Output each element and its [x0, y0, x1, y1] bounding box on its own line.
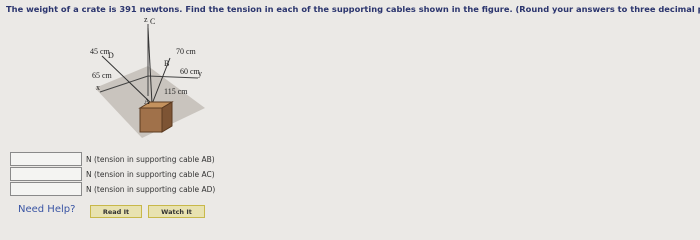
answer-row: N (tension in supporting cable AB)	[10, 152, 215, 166]
answer-input[interactable]	[10, 152, 82, 166]
answer-row: N (tension in supporting cable AD)	[10, 182, 215, 196]
figure: 45 cm D C z 70 cm B 60 cm 65 cm x y 115 …	[90, 16, 205, 138]
figure-label: C	[150, 17, 155, 26]
cable-ac	[147, 27, 153, 105]
y-axis	[147, 75, 199, 79]
figure-label: 60 cm	[180, 67, 201, 76]
figure-label: y	[198, 69, 202, 78]
watch-it-button[interactable]: Watch It	[148, 205, 205, 218]
answer-input[interactable]	[10, 167, 82, 181]
cable-ad	[101, 55, 153, 105]
figure-label: 70 cm	[176, 47, 197, 56]
figure-label: z	[144, 16, 148, 24]
question: The weight of a crate is 391 newtons. Fi…	[6, 4, 700, 14]
figure-label: 115 cm	[164, 87, 188, 96]
page: The weight of a crate is 391 newtons. Fi…	[6, 4, 700, 218]
crate	[139, 107, 163, 133]
figure-label: B	[164, 59, 169, 68]
answer-input[interactable]	[10, 182, 82, 196]
cable-ab	[151, 57, 171, 105]
figure-label: 45 cm	[90, 47, 111, 56]
crate-side	[161, 101, 173, 133]
figure-label: A	[144, 97, 150, 106]
figure-label: D	[108, 51, 114, 60]
need-help: Need Help?	[18, 204, 76, 215]
answer-row: N (tension in supporting cable AC)	[10, 167, 215, 181]
read-it-button[interactable]: Read It	[90, 205, 142, 218]
answer-label: N (tension in supporting cable AD)	[86, 184, 216, 194]
figure-label: x	[96, 83, 100, 92]
x-axis	[99, 75, 149, 93]
figure-label: 65 cm	[92, 71, 113, 80]
answer-label: N (tension in supporting cable AB)	[86, 154, 215, 164]
answer-label: N (tension in supporting cable AC)	[86, 169, 215, 179]
